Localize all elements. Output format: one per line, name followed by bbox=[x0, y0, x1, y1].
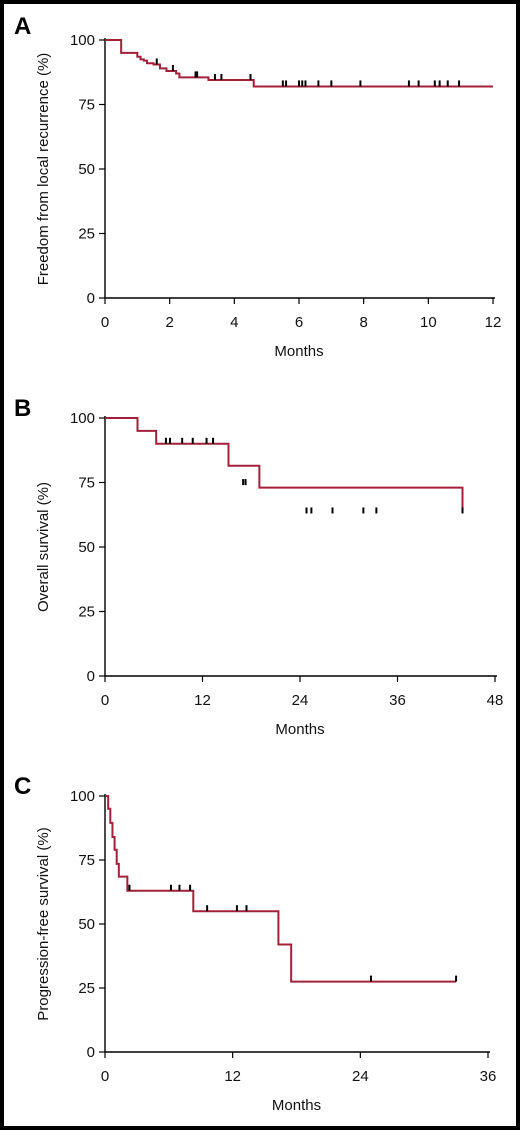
y-tick-label: 0 bbox=[87, 1044, 95, 1061]
y-tick-label: 75 bbox=[78, 475, 95, 492]
panel-b: B 0 25 50 75 100 0 12 24 36 48 Months Overall surviv… bbox=[14, 395, 503, 738]
x-tick-label: 0 bbox=[101, 692, 109, 709]
figure-panel: A 0 25 50 75 100 0 2 4 6 8 10 12 Months Freedom from l… bbox=[4, 4, 516, 1126]
x-tick-label: 48 bbox=[487, 692, 504, 709]
x-tick-label: 10 bbox=[420, 314, 437, 331]
km-curve-series-0 bbox=[105, 417, 464, 514]
x-tick-label: 12 bbox=[485, 314, 502, 331]
x-axis-title: Months bbox=[274, 343, 323, 360]
panel-letter: A bbox=[14, 13, 31, 40]
panel-letter: B bbox=[14, 395, 31, 422]
x-tick-label: 24 bbox=[292, 692, 309, 709]
x-tick-label: 12 bbox=[194, 692, 211, 709]
y-tick-label: 75 bbox=[78, 97, 95, 114]
x-tick-label: 36 bbox=[480, 1068, 497, 1085]
km-curve-series-0 bbox=[105, 795, 457, 983]
x-axis-title: Months bbox=[275, 721, 324, 738]
x-tick-label: 12 bbox=[224, 1068, 241, 1085]
x-tick-label: 36 bbox=[389, 692, 406, 709]
panel-a: A 0 25 50 75 100 0 2 4 6 8 10 12 Months Freedom from l… bbox=[14, 13, 501, 360]
x-tick-label: 2 bbox=[165, 314, 173, 331]
y-tick-label: 25 bbox=[78, 226, 95, 243]
y-tick-label: 100 bbox=[70, 788, 95, 805]
x-tick-label: 0 bbox=[101, 314, 109, 331]
x-tick-label: 8 bbox=[359, 314, 367, 331]
y-tick-label: 100 bbox=[70, 32, 95, 49]
panel-c: C 0 25 50 75 100 0 12 24 36 Months Progression-free… bbox=[14, 773, 496, 1114]
panel-letter: C bbox=[14, 773, 31, 800]
x-tick-label: 4 bbox=[230, 314, 238, 331]
x-axis-title: Months bbox=[272, 1097, 321, 1114]
y-axis-title: Progression-free survival (%) bbox=[35, 827, 52, 1020]
y-tick-label: 50 bbox=[78, 916, 95, 933]
y-tick-label: 50 bbox=[78, 539, 95, 556]
y-tick-label: 25 bbox=[78, 604, 95, 621]
y-tick-label: 25 bbox=[78, 980, 95, 997]
y-tick-label: 50 bbox=[78, 161, 95, 178]
km-curve-series-0 bbox=[105, 39, 493, 88]
y-tick-label: 0 bbox=[87, 290, 95, 307]
x-tick-label: 24 bbox=[352, 1068, 369, 1085]
x-tick-label: 6 bbox=[295, 314, 303, 331]
y-tick-label: 100 bbox=[70, 410, 95, 427]
y-tick-label: 75 bbox=[78, 852, 95, 869]
x-tick-label: 0 bbox=[101, 1068, 109, 1085]
y-tick-label: 0 bbox=[87, 668, 95, 685]
y-axis-title: Overall survival (%) bbox=[35, 482, 52, 612]
y-axis-title: Freedom from local recurrence (%) bbox=[35, 53, 52, 286]
